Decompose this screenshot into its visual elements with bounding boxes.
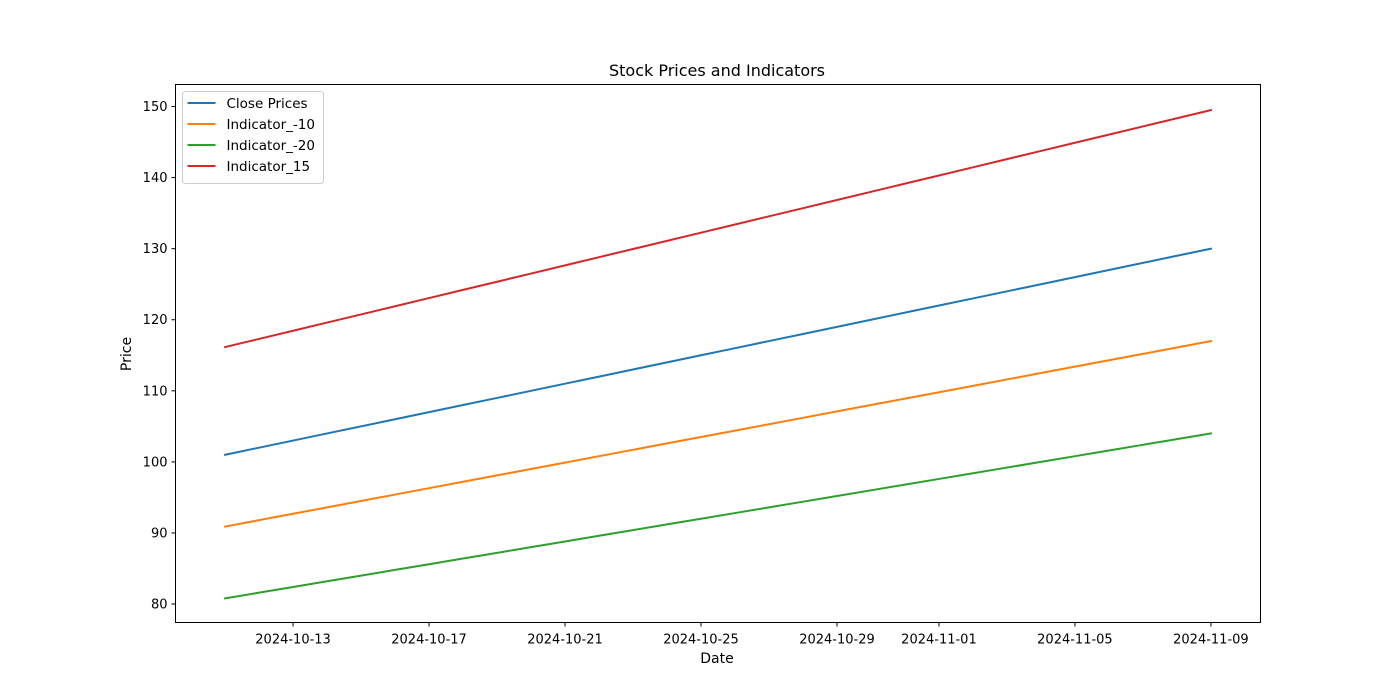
y-tick-label: 110 [143,384,168,399]
legend-label: Indicator_15 [227,159,311,175]
x-axis-label: Date [700,651,733,667]
legend: Close Prices Indicator_-10 Indicator_-20 In… [182,91,324,184]
x-axis: 2024-10-13 2024-10-17 2024-10-21 2024-10-25… [255,622,1249,648]
legend-label: Close Prices [227,96,308,112]
y-axis-label: Price [119,337,135,371]
plot-area [175,84,1261,623]
series-line-2 [223,432,1213,600]
x-tick-label: 2024-10-13 [255,633,331,648]
legend-box [182,91,324,184]
series-line-1 [223,339,1213,528]
y-tick-label: 140 [143,171,168,186]
y-tick-label: 80 [151,598,168,613]
x-tick-label: 2024-10-21 [527,633,603,648]
y-tick-label: 130 [143,242,168,257]
legend-label: Indicator_-10 [227,117,315,133]
x-tick-label: 2024-11-05 [1037,633,1113,648]
y-tick-label: 90 [151,526,168,541]
legend-label: Indicator_-20 [227,138,315,154]
y-tick-label: 120 [143,313,168,328]
y-tick-label: 150 [143,100,168,115]
series-line-0 [223,247,1213,456]
x-tick-label: 2024-11-09 [1173,633,1249,648]
y-tick-label: 100 [143,455,168,470]
x-tick-label: 2024-10-25 [663,633,739,648]
chart-title: Stock Prices and Indicators [609,61,825,80]
series-line-3 [223,108,1213,349]
series-lines [223,108,1213,600]
x-tick-label: 2024-10-29 [799,633,875,648]
y-axis: 80 90 100 110 120 130 140 150 [143,100,176,613]
x-tick-label: 2024-10-17 [391,633,467,648]
x-tick-label: 2024-11-01 [901,633,977,648]
